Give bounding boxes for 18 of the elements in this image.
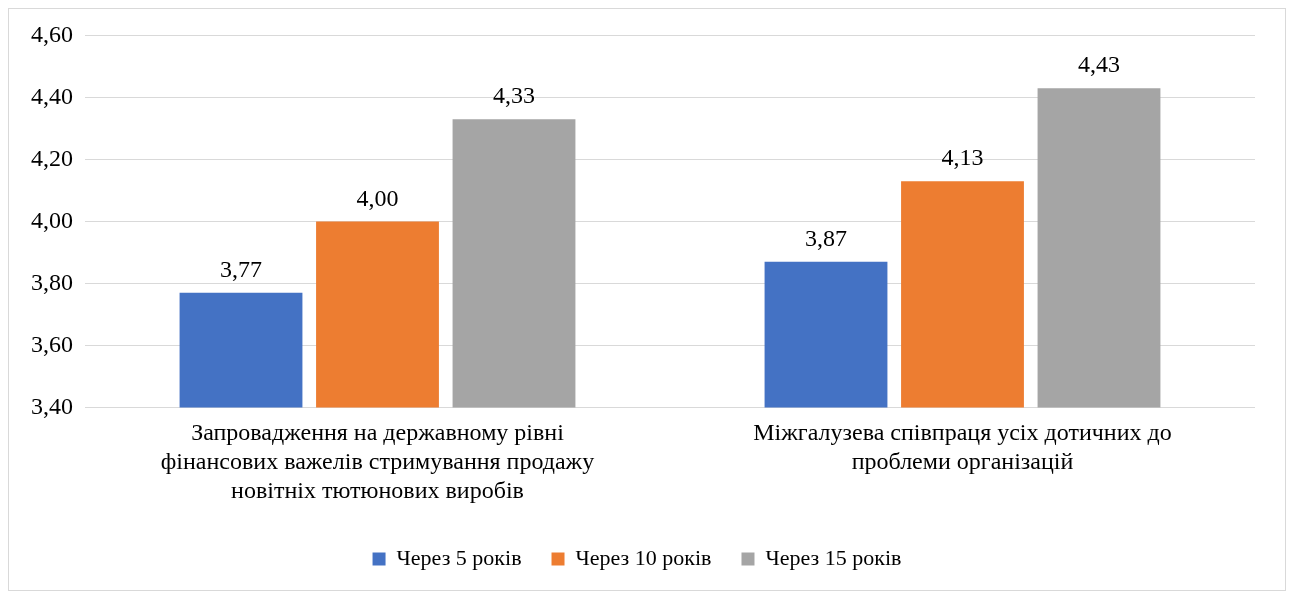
- data-label: 4,33: [493, 82, 535, 109]
- y-tick-label: 4,00: [31, 206, 73, 233]
- y-tick-label: 4,40: [31, 82, 73, 109]
- data-label: 4,00: [356, 184, 399, 211]
- x-tick-label: Запровадження на державному рівні фінансових важелів стримування продажу новітніх тютюнових виробів: [160, 419, 595, 503]
- legend-label: Через 15 років: [765, 544, 902, 570]
- x-tick-label: Міжгалузева співпраця усіх дотичних до проблеми організацій: [753, 419, 1172, 475]
- data-label: 3,77: [220, 256, 262, 283]
- data-label: 4,43: [1078, 51, 1120, 78]
- y-tick-label: 3,80: [31, 268, 73, 295]
- y-tick-label: 3,60: [31, 330, 73, 357]
- y-tick-label: 4,20: [31, 144, 73, 171]
- data-label: 4,13: [941, 144, 984, 171]
- legend-label: Через 10 років: [575, 544, 712, 570]
- y-tick-label: 4,60: [31, 20, 73, 47]
- y-tick-label: 3,40: [31, 392, 73, 419]
- data-label: 3,87: [805, 225, 847, 252]
- legend-label: Через 5 років: [396, 544, 522, 570]
